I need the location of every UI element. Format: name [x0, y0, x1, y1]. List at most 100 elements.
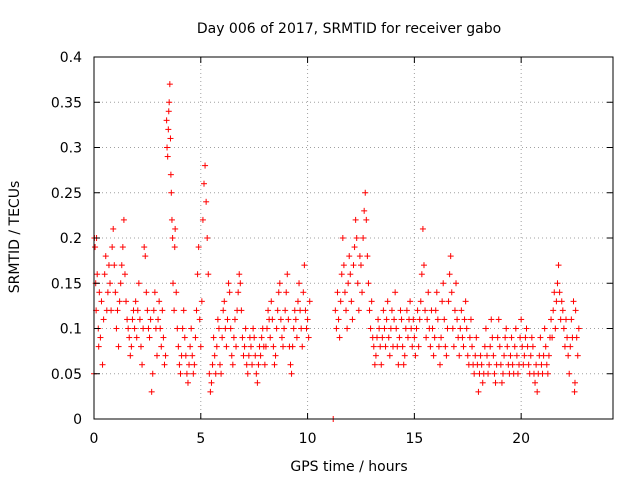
data-point [414, 307, 421, 314]
data-point [135, 280, 142, 287]
data-point [281, 325, 288, 332]
data-point [117, 280, 124, 287]
data-point [143, 289, 150, 296]
data-point [235, 289, 242, 296]
data-point [159, 307, 166, 314]
data-point [105, 262, 112, 269]
data-point [573, 334, 580, 341]
data-point [124, 316, 131, 323]
data-point [299, 343, 306, 350]
data-point [197, 343, 204, 350]
data-point [131, 325, 138, 332]
data-point [100, 316, 107, 323]
data-point [194, 271, 201, 278]
data-point [157, 325, 164, 332]
data-point [411, 334, 418, 341]
data-point [371, 361, 378, 368]
data-point [438, 334, 445, 341]
data-point [391, 316, 398, 323]
data-point [111, 262, 118, 269]
data-point [567, 343, 574, 350]
data-point [491, 370, 498, 377]
data-point [397, 307, 404, 314]
data-point [214, 316, 221, 323]
data-point [109, 244, 116, 251]
data-point [346, 253, 353, 260]
data-point [363, 216, 370, 223]
data-point [271, 361, 278, 368]
data-point [304, 316, 311, 323]
data-point [401, 352, 408, 359]
data-point [453, 280, 460, 287]
data-point [528, 334, 535, 341]
data-point [504, 343, 511, 350]
data-point [544, 370, 551, 377]
data-point [537, 334, 544, 341]
data-point [393, 325, 400, 332]
data-point [424, 316, 431, 323]
data-point [377, 343, 384, 350]
data-point [462, 298, 469, 305]
data-point [403, 307, 410, 314]
data-point [101, 271, 108, 278]
data-point [229, 361, 236, 368]
data-point [335, 316, 342, 323]
data-point [434, 316, 441, 323]
data-point [355, 307, 362, 314]
data-point [336, 334, 343, 341]
data-point [466, 334, 473, 341]
data-point [450, 343, 457, 350]
data-point [503, 325, 510, 332]
data-point [212, 370, 219, 377]
data-point [175, 343, 182, 350]
data-point [97, 334, 104, 341]
data-point [160, 334, 167, 341]
data-point [507, 352, 514, 359]
data-point [447, 253, 454, 260]
data-point [555, 262, 562, 269]
data-point [99, 361, 106, 368]
data-point [513, 352, 520, 359]
data-point [457, 325, 464, 332]
data-point [164, 153, 171, 160]
y-tick-label: 0.3 [60, 141, 82, 157]
data-point [291, 307, 298, 314]
data-point [245, 352, 252, 359]
data-point [276, 280, 283, 287]
data-point [343, 307, 350, 314]
data-point [574, 352, 581, 359]
data-point [568, 316, 575, 323]
data-point [508, 334, 515, 341]
data-point [168, 189, 175, 196]
data-point [361, 207, 368, 214]
data-point [404, 334, 411, 341]
data-point [198, 298, 205, 305]
data-point [254, 379, 261, 386]
data-point [261, 361, 268, 368]
data-point [237, 280, 244, 287]
data-point [243, 361, 250, 368]
data-point [163, 117, 170, 124]
data-point [387, 325, 394, 332]
data-point [188, 325, 195, 332]
data-point [297, 307, 304, 314]
data-point [208, 379, 215, 386]
data-point [306, 298, 313, 305]
data-point [439, 298, 446, 305]
data-point [488, 316, 495, 323]
data-point [451, 307, 458, 314]
data-point [539, 370, 546, 377]
y-tick-label: 0.35 [51, 95, 82, 111]
data-point [218, 370, 225, 377]
data-point [340, 262, 347, 269]
data-point [445, 298, 452, 305]
data-point [205, 271, 212, 278]
data-point [182, 352, 189, 359]
data-point [251, 334, 258, 341]
data-point [563, 316, 570, 323]
data-point [284, 271, 291, 278]
data-point [558, 298, 565, 305]
data-point [443, 352, 450, 359]
data-point [202, 162, 209, 169]
data-point [511, 343, 518, 350]
